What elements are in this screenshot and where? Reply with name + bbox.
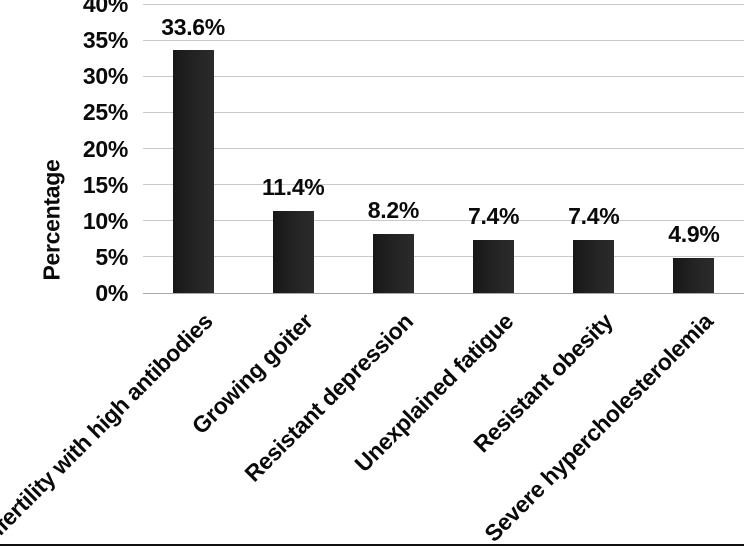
bar [573, 239, 615, 293]
y-tick-label: 0% [95, 280, 128, 306]
y-tick-label: 25% [82, 99, 128, 126]
y-tick-label: 10% [82, 207, 128, 234]
y-tick-label: 20% [82, 135, 128, 162]
bar-value-label: 4.9% [668, 221, 720, 248]
bar-value-label: 7.4% [568, 203, 620, 230]
y-tick-label: 35% [82, 27, 128, 54]
bar [673, 257, 715, 293]
gridline [143, 111, 744, 113]
y-tick-label: 40% [82, 0, 128, 17]
gridline [143, 220, 744, 222]
category-label: Infertility with high antibodies [0, 308, 218, 546]
bar-value-label: 8.2% [367, 197, 420, 224]
gridline [143, 292, 744, 294]
plot-area: 33.6% 11.4% 8.2% 7.4% 7.4% 4.9% [143, 3, 744, 294]
gridline [143, 148, 744, 149]
y-tick-label: 15% [82, 171, 128, 198]
bar [473, 239, 515, 293]
bar-value-label: 11.4% [262, 174, 325, 201]
category-label: Resistant depression [239, 308, 418, 487]
figure-bottom-border [0, 544, 744, 546]
gridline [143, 75, 744, 77]
gridline [143, 256, 744, 258]
gridline [143, 3, 744, 5]
gridline [143, 184, 744, 186]
bar [372, 233, 414, 293]
bar-value-label: 7.4% [467, 203, 520, 230]
bar-value-label: 33.6% [161, 13, 225, 40]
y-tick-label: 30% [82, 63, 128, 90]
bar [272, 210, 314, 293]
gridline [143, 39, 744, 41]
bar [172, 50, 214, 293]
y-tick-label: 5% [95, 243, 128, 270]
